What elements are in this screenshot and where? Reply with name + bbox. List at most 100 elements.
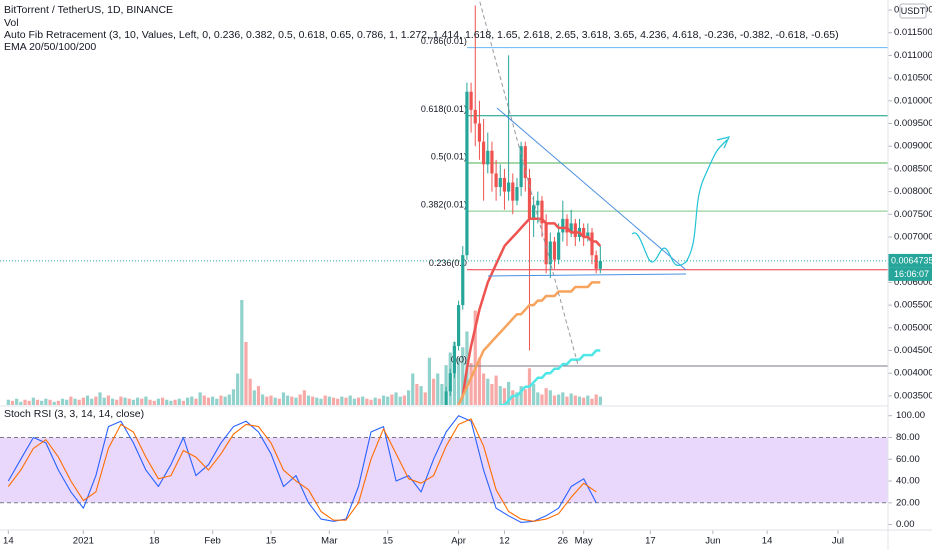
candle-body [498, 177, 502, 188]
volume-bar [252, 390, 256, 405]
x-tick-label: Feb [204, 536, 220, 547]
volume-bar [523, 389, 527, 405]
volume-bar [269, 395, 273, 405]
volume-bar [227, 394, 231, 405]
volume-bar [177, 398, 181, 405]
volume-bar [561, 392, 565, 405]
candle-body [490, 150, 494, 174]
volume-bar [381, 395, 386, 405]
volume-bar [206, 397, 211, 405]
volume-bar [402, 395, 406, 405]
candle-body [594, 255, 598, 269]
x-tick-label: 18 [149, 536, 160, 547]
chart-title: BitTorrent / TetherUS, 1D, BINANCE [4, 4, 173, 16]
countdown: 16:06:07 [894, 269, 929, 279]
candle-body [444, 391, 448, 405]
volume-bar [290, 396, 294, 405]
last-price-label: 0.0064735 [891, 255, 932, 265]
volume-bar [56, 400, 60, 405]
volume-bar [306, 395, 311, 405]
volume-bar [90, 398, 94, 405]
x-tick-label: 26 [558, 536, 569, 547]
fib-label: 0.382(0.01) [421, 200, 467, 210]
volume-bar [181, 400, 186, 405]
currency[interactable]: USDT [901, 6, 926, 16]
volume-bar [186, 397, 190, 405]
stoch-y-tick-label: 80.00 [896, 432, 920, 443]
volume-bar [302, 390, 306, 405]
candle-body [548, 241, 552, 265]
volume-bar [340, 396, 344, 405]
volume-bar [219, 395, 223, 405]
volume-bar [594, 394, 598, 405]
volume-bar [98, 392, 102, 405]
candle-body [461, 255, 465, 306]
volume-bar [156, 398, 161, 405]
volume-bar [127, 398, 131, 405]
volume-bar [323, 395, 327, 405]
volume-bar [223, 396, 227, 405]
volume-bar [44, 398, 48, 405]
x-tick-label: Jun [705, 536, 720, 547]
candle-body [536, 200, 540, 206]
volume-bar [69, 396, 73, 405]
volume-bar [135, 397, 140, 405]
x-tick-label: Mar [321, 536, 337, 547]
volume-bar [415, 384, 419, 405]
candle-body [586, 232, 590, 238]
x-tick-label: May [575, 536, 593, 547]
stoch-y-tick-label: 100.00 [896, 410, 925, 421]
volume-bar [202, 395, 206, 405]
volume-bar [31, 397, 35, 405]
fib-label: 0.236(0.0 [429, 258, 467, 268]
candle-body [582, 227, 586, 238]
volume-bar [298, 394, 302, 405]
volume-bar [10, 400, 15, 405]
arrow-head [716, 136, 731, 149]
volume-bar [102, 397, 106, 405]
volume-bar [461, 347, 465, 405]
volume-bar [173, 399, 177, 405]
volume-bar [573, 395, 577, 405]
volume-bar [281, 392, 286, 405]
volume-bar [456, 357, 461, 405]
volume-bar [140, 398, 144, 405]
fib-label: 0.786(0.01) [421, 36, 467, 46]
volume-bar [423, 392, 427, 405]
x-tick-label: 15 [266, 536, 277, 547]
candle-body [565, 218, 569, 233]
drawings [478, 0, 731, 366]
volume-bar [265, 396, 269, 405]
volume-bar [165, 399, 169, 405]
fib-trend-line [478, 0, 579, 366]
volume-bar [565, 396, 569, 405]
x-tick-label: 14 [762, 536, 773, 547]
volume-bar [406, 390, 411, 405]
legend-ema: EMA 20/50/100/200 [4, 41, 96, 53]
volume-bar [365, 398, 369, 405]
volume-bar [131, 399, 136, 405]
volume-bar [502, 388, 507, 405]
volume-bar [60, 398, 65, 405]
volume-bar [73, 398, 77, 405]
volume-bar [19, 401, 23, 405]
trend-line [487, 273, 687, 277]
volume-bar [557, 394, 561, 405]
volume-bar [244, 342, 248, 405]
volume-bar [498, 386, 502, 405]
volume-bar [294, 397, 298, 405]
volume-bar [119, 396, 123, 405]
candle-body [507, 182, 511, 192]
volume-bar [273, 397, 277, 405]
y-tick-label: 0.0115000 [894, 27, 932, 38]
volume-bar [231, 389, 236, 405]
candle-body [590, 232, 594, 256]
currency-box[interactable] [899, 3, 927, 19]
volume-bar [373, 397, 377, 405]
